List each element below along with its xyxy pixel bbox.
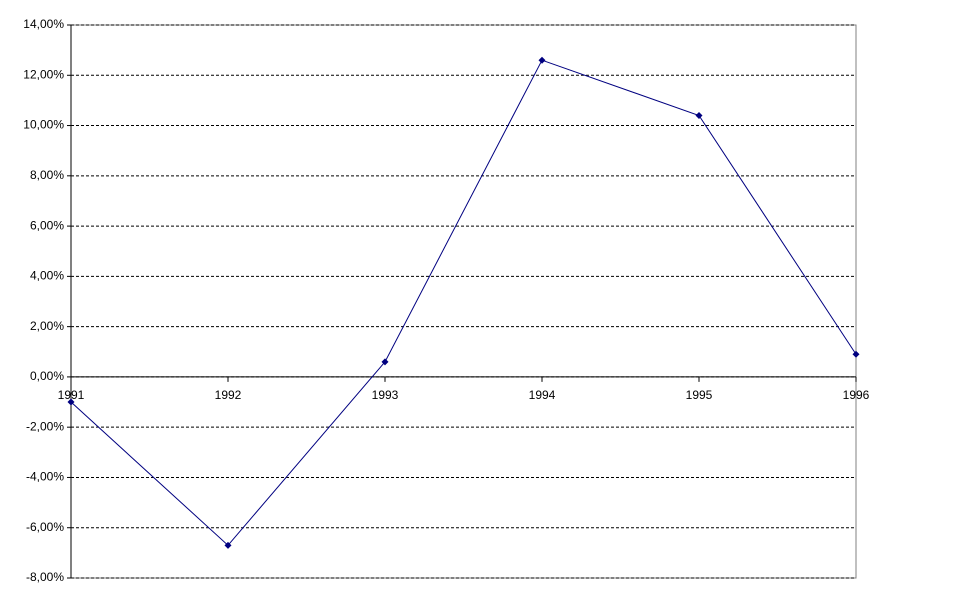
data-point (695, 111, 703, 119)
y-tick-label: 4,00% (30, 269, 64, 283)
y-tick-label: -8,00% (26, 570, 64, 584)
x-tick-label: 1991 (58, 388, 85, 402)
data-point (538, 56, 546, 64)
data-point (224, 541, 232, 549)
data-point (67, 398, 75, 406)
y-tick-label: 0,00% (30, 369, 64, 383)
x-tick-label: 1996 (843, 388, 870, 402)
x-tick-label: 1994 (529, 388, 556, 402)
y-tick-label: 14,00% (23, 17, 64, 31)
x-tick-label: 1993 (372, 388, 399, 402)
y-tick-label: -6,00% (26, 520, 64, 534)
y-tick-label: 6,00% (30, 218, 64, 232)
y-tick-label: -2,00% (26, 419, 64, 433)
x-tick-label: 1995 (686, 388, 713, 402)
plot-area (70, 24, 857, 579)
data-point (852, 350, 860, 358)
y-tick-label: 2,00% (30, 319, 64, 333)
y-tick-label: 10,00% (23, 118, 64, 132)
data-point (381, 358, 389, 366)
y-tick-label: -4,00% (26, 470, 64, 484)
y-tick-label: 8,00% (30, 168, 64, 182)
x-tick-label: 1992 (215, 388, 242, 402)
y-tick-label: 12,00% (23, 67, 64, 81)
data-line (70, 59, 857, 547)
